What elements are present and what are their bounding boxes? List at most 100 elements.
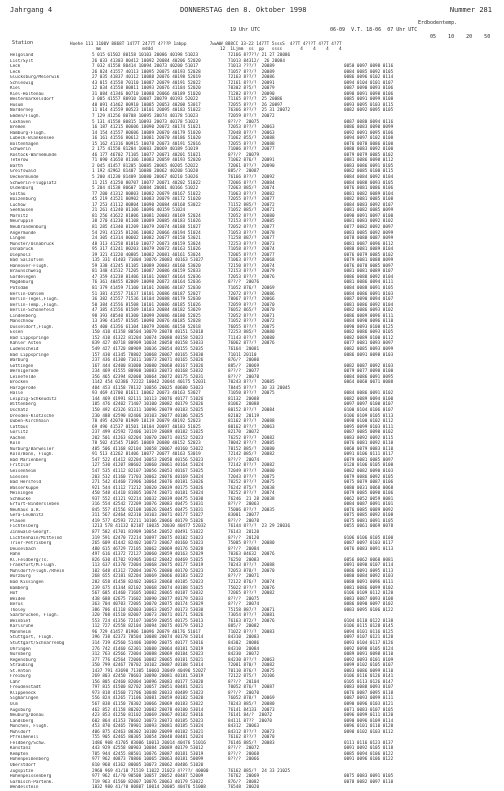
table-row: Husum 40 091 41462 80910 10085 20053 4020…: [10, 103, 498, 109]
soil-temps: 0079 0081 0085 0097: [344, 457, 394, 463]
soil-temps: 0086 0091 0098 0103: [344, 352, 394, 358]
station-name: Schwerin: [10, 147, 31, 153]
synop-group-b: 72048 8??/? 20063: [228, 130, 275, 136]
table-row: Giessen 203 532 41160 71703 10062 20076 4…: [10, 475, 498, 481]
synop-group-b: 76548 20020: [228, 785, 260, 791]
synop-group-b: 82170 20072: [228, 430, 260, 436]
table-row: Neuhaus a.R. 845 557 41556 82108 10026 20…: [10, 508, 498, 514]
synop-group-b: 72142 8??/? 20082: [228, 463, 275, 469]
station-name: Deuselbach: [10, 546, 36, 552]
station-name: Schmücke: [10, 496, 31, 502]
synop-group-b: 885/? 20087: [228, 169, 260, 175]
synop-group-a: 21 261 41240 81106 10096 40159 51024: [92, 208, 186, 214]
synop-group-b: 71006 8??/? 20077: [228, 147, 275, 153]
synop-group-b: 71165 8??/? 25 20086: [228, 97, 283, 103]
station-name: Würzburg: [10, 574, 31, 580]
synop-group-b: 76052 865/? 20070: [228, 308, 275, 314]
synop-group-b: 80162 8??/? 20063: [228, 424, 275, 430]
soil-temps: 0080 0031 0060 0068: [344, 485, 394, 491]
synop-group-b: 71143 8??/? 20080: [228, 335, 275, 341]
synop-group-a: 78 495 42070 81909 10119 20079 40192 520…: [92, 419, 201, 425]
table-row: Stuttgart/Schnarrenbg 314 739 42560 51406…: [10, 641, 498, 647]
station-name: Schwerin-Flugplatz: [10, 180, 57, 186]
table-row: Münster/Osnabrück 48 313 41258 81010 1007…: [10, 242, 498, 248]
soil-temps: 0083 0088 0093 0107: [344, 685, 394, 691]
synop-group-b: 78445 8??/? 30 33 20045: [228, 385, 291, 391]
station-name: Weiden: [10, 596, 26, 602]
synop-group-a: 36 382 41557 71536 10104 20088 40179 520…: [92, 297, 201, 303]
synop-group-b: 76164 20081: [228, 346, 260, 352]
synop-group-b: 84310 20084: [228, 646, 260, 652]
synop-group-a: 17 253 41112 80804 10090 20084 40168 530…: [92, 202, 201, 208]
table-row: Soltau 77 200 41312 80803 10082 20079 401…: [10, 192, 498, 198]
station-name: Bamberg: [10, 585, 29, 591]
synop-group-a: 48 313 41258 81010 10077 20073 40159 530…: [92, 241, 201, 247]
soil-temps: 0076 0087 0095 0110: [344, 690, 394, 696]
station-name: Neuruppin: [10, 219, 34, 225]
table-row: Lindenberg 98 393 40540 81300 10099 20086…: [10, 314, 498, 320]
synop-group-b: 72049 8??/? 20080: [228, 469, 275, 475]
synop-group-a: 7 032 41558 80414 10094 20073 40200 5101…: [92, 64, 199, 70]
soil-temps: 0089 0091 0098 0110: [344, 652, 394, 658]
soil-temps: 0094 0101 0116 0125: [344, 629, 394, 635]
synop-group-a: 237 436 41300 71011 10073 20071 40165 52…: [92, 358, 204, 364]
synop-group-a: 105 476 42402 71407 10100 20082 40179 52…: [92, 402, 204, 408]
station-name: Plauen: [10, 518, 26, 524]
station-name: Bad Lippspringe: [10, 352, 49, 358]
soil-temps: 0095 0099 0103 0111: [344, 424, 394, 430]
synop-group-a: 423 853 41250 81102 10069 20067 40182 53…: [92, 713, 204, 719]
soil-temps: 0077 0082 0092 0097: [344, 224, 394, 230]
table-row: Leinefelde 356 465 42394 82008 10064 2007…: [10, 375, 498, 381]
synop-group-b: 72142 885/? 20082: [228, 452, 275, 458]
soil-temps: 0082 0087 0092 0103: [344, 363, 394, 369]
synop-group-a: 419 577 42593 72211 10106 20066 40179 51…: [92, 518, 204, 524]
station-name: Klippeneck: [10, 690, 36, 696]
synop-group-a: 156 805 42460 82004 10096 20083 40177 53…: [92, 679, 204, 685]
synop-group-b: 71011 20110: [228, 352, 257, 358]
synop-group-b: 72055 8??/? 26 20097: [228, 102, 283, 108]
synop-group-b: 82102 20119: [228, 413, 260, 419]
station-name: Köln: [10, 441, 21, 447]
soil-temps: 0100 0104 0106 0107: [344, 408, 394, 413]
synop-group-b: 76250 20083: [228, 557, 260, 563]
soil-temps: 0055 0061 0069 0078: [344, 524, 394, 530]
synop-group-a: 5 200 41230 81409 10080 20067 40210 5302…: [92, 175, 199, 181]
synop-group-a: 45 400 41356 61104 10079 20086 40158 520…: [92, 324, 201, 330]
synop-group-a: 937 552 41121 92214 10032 20039 40475 51…: [92, 496, 204, 502]
table-row: Karlsruhe 112 727 42558 82104 10094 20075…: [10, 624, 498, 630]
table-row: Tholey 386 706 41118 82003 10063 20057 40…: [10, 608, 498, 614]
synop-group-b: 76055 8??/? 20075: [228, 324, 275, 330]
table-row: Norderney 11 014 41559 80523 10101 20095 …: [10, 108, 498, 114]
table-row: Westermarkelsdorf 3 005 41557 80910 10087…: [10, 97, 498, 103]
soil-temps: 0094 0097 0102 0108: [344, 136, 394, 142]
synop-group-a: 46 177 46702 71105 10077 20071 40201 510…: [92, 152, 201, 158]
synop-group-b: 72072 8??/? 20086: [228, 291, 275, 297]
column-header-1: Hoehe 111 1100V 8868T 1477T 2477T 4???P …: [70, 42, 342, 47]
station-name: Gardelegen: [10, 274, 36, 280]
soil-temps: 0083 0092 0092 0115: [344, 435, 394, 441]
synop-group-a: 203 532 41160 71703 10062 20076 40169 53…: [92, 474, 204, 480]
soil-temps: 0090 0091 0097 0100: [344, 213, 394, 219]
synop-group-a: 3 005 41557 80910 10087 20079 40193 5202…: [92, 97, 199, 103]
soil-temps: 0085 0091 0099 0108: [344, 97, 394, 103]
soil-temps: 0104 0110 0122 0138: [344, 618, 394, 624]
station-name: Lindenberg: [10, 313, 36, 319]
station-name: Teterow: [10, 158, 29, 164]
table-row: Bad Marienberg 547 522 41412 82204 10053 …: [10, 458, 498, 464]
soil-temps: 0084 0085 0092 0105: [344, 69, 394, 75]
synop-group-a: 77 200 41312 80803 10082 20079 40167 510…: [92, 191, 201, 197]
soil-temps: 0096 0099 0111 0120: [344, 713, 394, 719]
table-row: Greifswald 1 192 42962 81407 10080 20062 …: [10, 169, 498, 175]
table-row: Duben-Kirchhain 78 495 42070 81909 10119 …: [10, 419, 498, 425]
station-name: Berlin-Tegel,Flugh.: [10, 297, 60, 303]
soil-temps: 0084 0087 0091 0101: [344, 502, 394, 508]
table-row: Fichtelberg 1213 578 41132 82107 10035 20…: [10, 524, 498, 530]
table-row: Plauen 419 577 42593 72211 10106 20066 40…: [10, 519, 498, 525]
table-row: Fritzlar 127 530 41207 80602 10060 20061 …: [10, 463, 498, 469]
soil-temps: 0093 0104 0117 0126: [344, 640, 394, 646]
table-row: List/Sylt 26 033 41303 80412 10092 20084 …: [10, 59, 498, 65]
station-name: Kahler Asten: [10, 341, 42, 347]
synop-group-b: 76246 21 28 20038: [228, 496, 275, 502]
synop-group-b: 84230 8??/? 20063: [228, 657, 275, 663]
synop-group-b: 70052 876/? 20087: [228, 685, 275, 691]
